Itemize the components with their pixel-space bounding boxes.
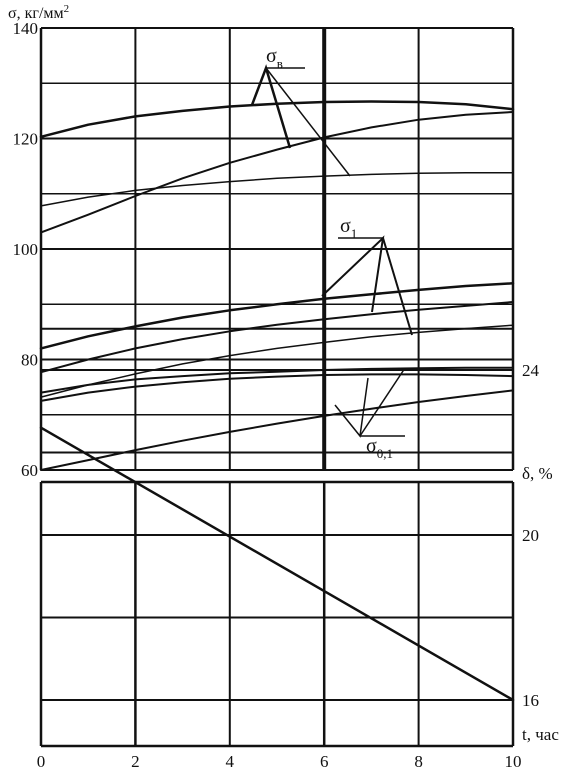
y-axis-label: σ, кг/мм2 (8, 3, 69, 22)
series-curve (40, 373, 514, 402)
series-curve (40, 111, 514, 234)
x-tick-label: 6 (320, 752, 329, 771)
x-tick-label: 0 (37, 752, 46, 771)
series-curve (40, 172, 514, 207)
bottom-panel-curves (39, 426, 515, 702)
x-tick-label: 2 (131, 752, 140, 771)
sigma-1-label: σ1 (340, 215, 357, 241)
delta-tick-label: 24 (522, 361, 540, 380)
sigma-b-label: σв (266, 45, 283, 71)
top-panel-grid (39, 27, 515, 471)
x-tick-label: 10 (505, 752, 522, 771)
x-tick-label: 8 (414, 752, 423, 771)
delta-tick-label: 20 (522, 526, 539, 545)
x-tick-label: 4 (226, 752, 235, 771)
x-axis-label: t, час (522, 725, 559, 744)
series-curve (40, 301, 514, 374)
series-curve (40, 324, 514, 398)
sigma-1-leader (382, 237, 413, 336)
series-curve (39, 282, 515, 350)
elongation-curve (39, 426, 515, 702)
y-tick-label: 100 (13, 240, 39, 259)
y-tick-label: 80 (21, 351, 38, 370)
delta-tick-label: 16 (522, 691, 539, 710)
sigma-01-leader (359, 367, 406, 437)
y-tick-label: 120 (13, 130, 39, 149)
delta-axis-label: δ, % (522, 464, 553, 483)
top-panel-leader-lines (250, 64, 413, 438)
sigma-b-leader (265, 67, 351, 177)
series-curve (40, 389, 514, 471)
bottom-panel-grid (39, 327, 515, 748)
y-tick-label: 60 (21, 461, 38, 480)
sigma-01-leader (334, 377, 369, 438)
series-curve (40, 366, 514, 394)
sigma-b-leader (250, 64, 292, 149)
sigma-01-label: σ0,1 (366, 435, 393, 461)
y-tick-label: 140 (13, 19, 39, 38)
